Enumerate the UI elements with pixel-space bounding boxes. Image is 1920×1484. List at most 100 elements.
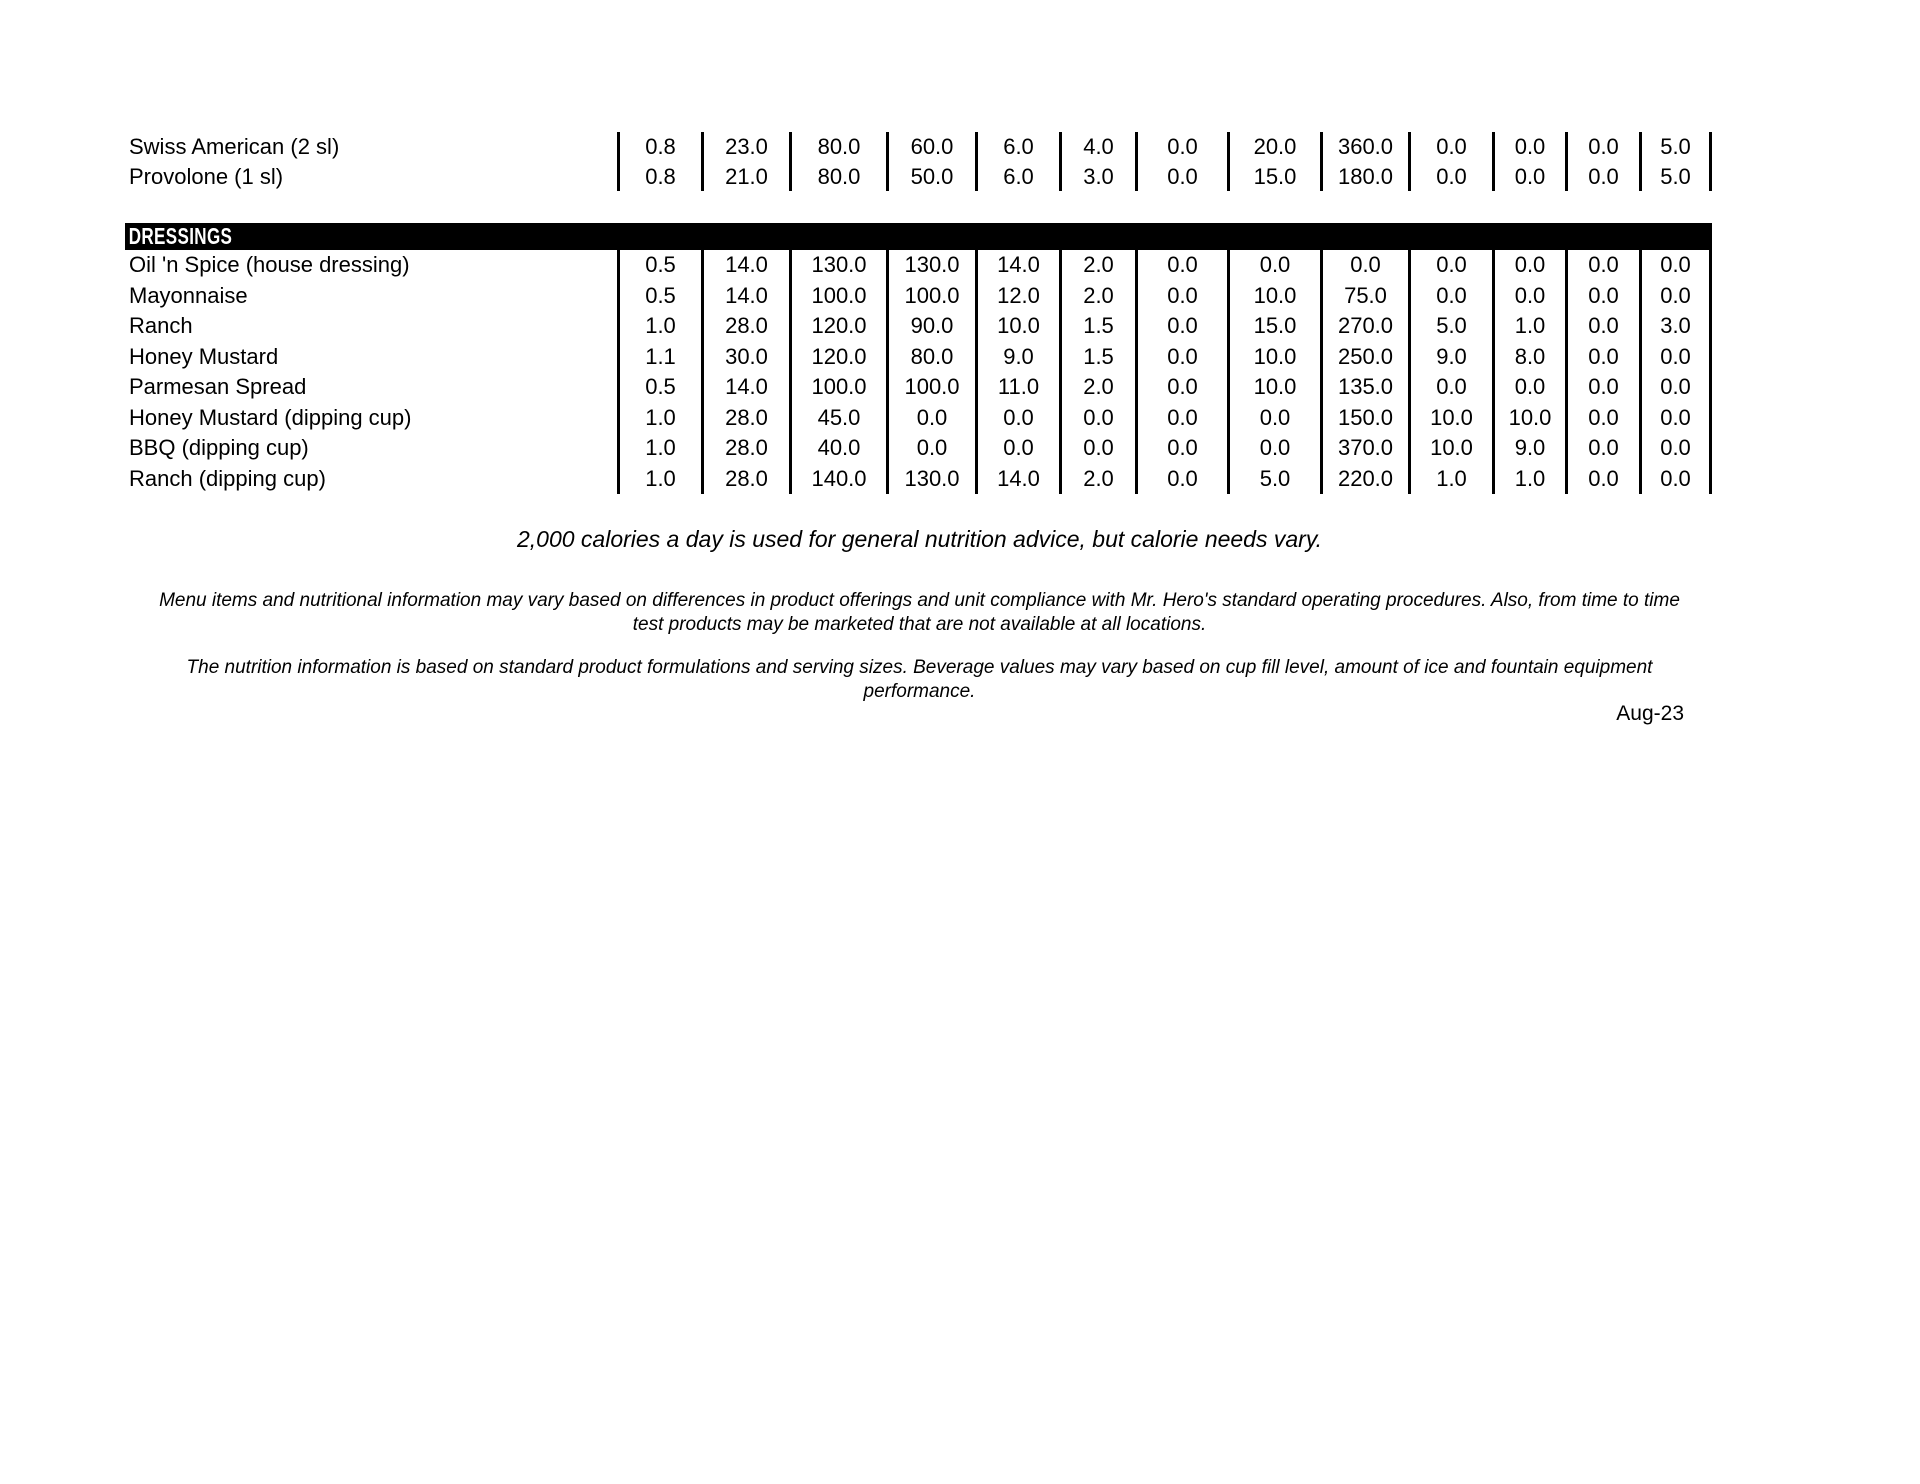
item-name: Parmesan Spread (129, 374, 307, 399)
value-cell: 270.0 (1320, 311, 1408, 342)
item-name: Mayonnaise (129, 282, 248, 308)
table-row: Ranch (dipping cup) 1.0 28.0 140.0 130.0 14.0… (127, 463, 1712, 494)
value-cell: 11.0 (975, 372, 1059, 403)
table-row: Honey Mustard (dipping cup) 1.0 28.0 45.0 0.… (127, 402, 1712, 433)
value-cell: 1.0 (617, 433, 701, 464)
value-cell: 30.0 (701, 341, 789, 372)
value-cell: 0.5 (617, 280, 701, 311)
cheese-rows-table: Swiss American (2 sl) 0.8 23.0 80.0 60.0 6.0 4… (127, 132, 1712, 191)
value-cell: 0.0 (1408, 372, 1492, 403)
item-name: Ranch (dipping cup) (129, 465, 326, 491)
value-cell: 14.0 (975, 463, 1059, 494)
value-cell: 0.0 (1492, 280, 1565, 311)
table-row: Parmesan Spread 0.5 14.0 100.0 100.0 11.0 2.0 0… (127, 372, 1712, 403)
value-cell: 6.0 (975, 161, 1059, 191)
value-cell: 10.0 (1408, 433, 1492, 464)
value-cell: 10.0 (1408, 402, 1492, 433)
value-cell: 75.0 (1320, 280, 1408, 311)
value-cell: 28.0 (701, 402, 789, 433)
value-cell: 0.0 (1227, 433, 1320, 464)
table-row: Swiss American (2 sl) 0.8 23.0 80.0 60.0 6.0 4… (127, 132, 1712, 162)
item-name: BBQ (dipping cup) (129, 435, 309, 460)
value-cell: 10.0 (1227, 280, 1320, 311)
value-cell: 0.0 (1639, 402, 1712, 433)
value-cell: 0.0 (1135, 132, 1227, 162)
value-cell: 0.0 (1227, 250, 1320, 281)
value-cell: 23.0 (701, 132, 789, 162)
value-cell: 130.0 (886, 463, 975, 494)
value-cell: 10.0 (1227, 341, 1320, 372)
value-cell: 0.0 (1492, 161, 1565, 191)
disclaimer-line: test products may be marketed that are n… (632, 613, 1207, 635)
value-cell: 1.5 (1059, 341, 1135, 372)
value-cell: 1.0 (1492, 311, 1565, 342)
value-cell: 0.0 (1565, 463, 1639, 494)
value-cell: 80.0 (789, 161, 886, 191)
dressings-section-title: DRESSINGS (128, 223, 233, 249)
item-name: Provolone (1 sl) (129, 163, 284, 189)
value-cell: 14.0 (701, 250, 789, 281)
value-cell: 45.0 (789, 402, 886, 433)
value-cell: 1.5 (1059, 311, 1135, 342)
value-cell: 0.0 (1135, 311, 1227, 342)
disclaimer-line: performance. (863, 680, 976, 702)
value-cell: 0.0 (1639, 280, 1712, 311)
value-cell: 370.0 (1320, 433, 1408, 464)
item-name: Honey Mustard (dipping cup) (129, 404, 412, 430)
value-cell: 14.0 (975, 250, 1059, 281)
value-cell: 0.0 (886, 402, 975, 433)
value-cell: 9.0 (1492, 433, 1565, 464)
item-name: Ranch (129, 313, 193, 338)
value-cell: 12.0 (975, 280, 1059, 311)
menu-variation-disclaimer: Menu items and nutritional information m… (127, 589, 1712, 636)
value-cell: 130.0 (886, 250, 975, 281)
value-cell: 1.0 (617, 311, 701, 342)
value-cell: 0.0 (1135, 341, 1227, 372)
value-cell: 15.0 (1227, 311, 1320, 342)
value-cell: 140.0 (789, 463, 886, 494)
table-row: Provolone (1 sl) 0.8 21.0 80.0 50.0 6.0 3.0 0.0… (127, 161, 1712, 191)
value-cell: 9.0 (1408, 341, 1492, 372)
value-cell: 0.0 (1565, 402, 1639, 433)
value-cell: 80.0 (789, 132, 886, 162)
value-cell: 100.0 (789, 372, 886, 403)
disclaimer-line: Menu items and nutritional information m… (159, 590, 1680, 611)
value-cell: 6.0 (975, 132, 1059, 162)
value-cell: 130.0 (789, 250, 886, 281)
value-cell: 0.0 (1227, 402, 1320, 433)
value-cell: 20.0 (1227, 132, 1320, 162)
value-cell: 0.0 (1059, 433, 1135, 464)
value-cell: 60.0 (886, 132, 975, 162)
value-cell: 21.0 (701, 161, 789, 191)
value-cell: 0.0 (1059, 402, 1135, 433)
value-cell: 1.0 (1408, 463, 1492, 494)
value-cell: 0.0 (886, 433, 975, 464)
value-cell: 10.0 (1227, 372, 1320, 403)
value-cell: 0.0 (1639, 341, 1712, 372)
value-cell: 0.0 (1135, 280, 1227, 311)
value-cell: 1.0 (617, 463, 701, 494)
dressings-section-bar: DRESSINGS (125, 223, 1712, 250)
value-cell: 100.0 (789, 280, 886, 311)
value-cell: 0.0 (1135, 402, 1227, 433)
value-cell: 360.0 (1320, 132, 1408, 162)
value-cell: 15.0 (1227, 161, 1320, 191)
table-row: Ranch 1.0 28.0 120.0 90.0 10.0 1.5 0.0 15.0 270.0… (127, 311, 1712, 342)
value-cell: 0.0 (1492, 250, 1565, 281)
value-cell: 0.0 (1565, 280, 1639, 311)
value-cell: 2.0 (1059, 463, 1135, 494)
value-cell: 0.0 (1565, 250, 1639, 281)
value-cell: 5.0 (1639, 161, 1712, 191)
value-cell: 0.0 (1408, 161, 1492, 191)
value-cell: 0.0 (1639, 463, 1712, 494)
calorie-advice-note: 2,000 calories a day is used for general… (516, 526, 1323, 552)
value-cell: 5.0 (1408, 311, 1492, 342)
value-cell: 1.1 (617, 341, 701, 372)
value-cell: 0.0 (1135, 433, 1227, 464)
item-name: Honey Mustard (129, 343, 279, 369)
value-cell: 14.0 (701, 280, 789, 311)
dressings-table: Oil 'n Spice (house dressing) 0.5 14.0 130.… (127, 250, 1712, 494)
value-cell: 0.0 (1492, 132, 1565, 162)
value-cell: 0.0 (1565, 341, 1639, 372)
